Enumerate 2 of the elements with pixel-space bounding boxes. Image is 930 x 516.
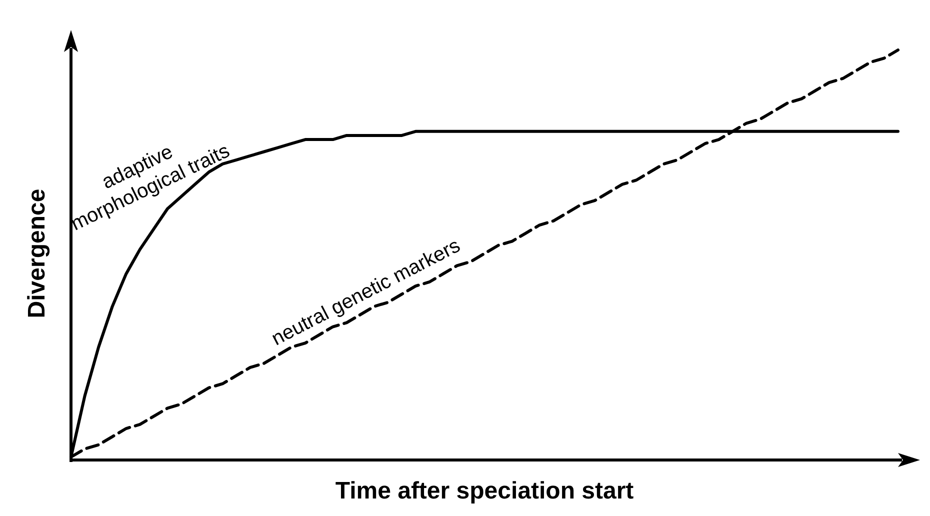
y-axis-title: Divergence bbox=[24, 188, 50, 318]
x-axis-title: Time after speciation start bbox=[335, 478, 634, 504]
